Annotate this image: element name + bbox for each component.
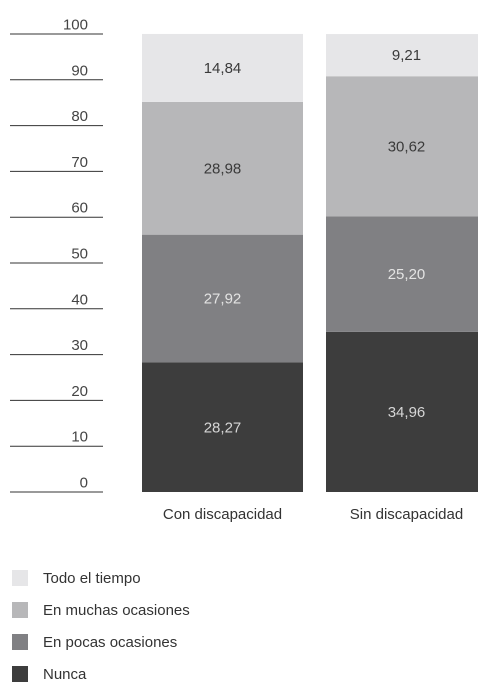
legend-item: Todo el tiempo (12, 562, 190, 594)
y-tick-label: 50 (71, 246, 88, 263)
y-tick-label: 70 (71, 154, 88, 171)
data-label: 28,98 (204, 160, 242, 177)
y-tick-label: 90 (71, 62, 88, 79)
bar-segment (142, 101, 303, 235)
data-label: 30,62 (388, 138, 426, 155)
bar-segment (326, 331, 478, 492)
bar-segment (142, 33, 303, 102)
y-tick-label: 20 (71, 383, 88, 400)
legend-label: Nunca (43, 665, 87, 683)
legend-item: Nunca (12, 658, 190, 690)
y-tick-label: 30 (71, 337, 88, 354)
legend-label: En muchas ocasiones (43, 601, 190, 619)
legend: Todo el tiempo En muchas ocasiones En poca… (12, 562, 190, 690)
y-tick-label: 0 (80, 475, 88, 492)
x-category-label: Con discapacidad (163, 506, 282, 523)
data-label: 9,21 (392, 47, 421, 64)
y-tick-label: 100 (63, 17, 88, 34)
legend-label: En pocas ocasiones (43, 633, 178, 651)
bar-segment (326, 34, 478, 77)
x-category-label: Sin discapacidad (350, 506, 463, 523)
legend-item: En muchas ocasiones (12, 594, 190, 626)
bar-segment (142, 234, 303, 363)
y-tick-label: 80 (71, 108, 88, 125)
data-label: 34,96 (388, 404, 426, 421)
legend-swatch (12, 602, 28, 618)
legend-label: Todo el tiempo (43, 569, 141, 587)
legend-swatch (12, 634, 28, 650)
y-tick-label: 10 (71, 429, 88, 446)
data-label: 27,92 (204, 291, 242, 308)
bar-segment (142, 362, 303, 492)
stacked-bar-chart: 0 10 20 30 40 50 60 70 80 90 100 28,27 27,92 28,98 14,… (10, 17, 478, 523)
legend-item: En pocas ocasiones (12, 626, 190, 658)
data-label: 25,20 (388, 266, 426, 283)
legend-swatch (12, 666, 28, 682)
bar-segment (326, 76, 478, 217)
data-label: 14,84 (204, 60, 242, 77)
y-tick-label: 60 (71, 200, 88, 217)
legend-swatch (12, 570, 28, 586)
bar-segment (326, 216, 478, 332)
data-label: 28,27 (204, 419, 242, 436)
y-tick-label: 40 (71, 291, 88, 308)
